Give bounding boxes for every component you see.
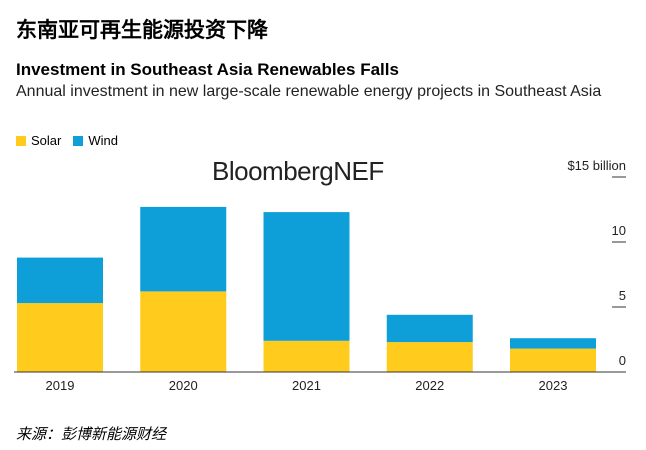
y-tick-label: $15 billion [567, 158, 626, 173]
legend-label: Solar [31, 133, 62, 148]
x-tick-label: 2021 [292, 378, 321, 393]
legend-swatch-solar [16, 136, 26, 146]
chart-title: Investment in Southeast Asia Renewables … [16, 60, 399, 79]
legend-item-wind: Wind [73, 133, 118, 148]
legend-label: Wind [88, 133, 118, 148]
x-tick-label: 2022 [415, 378, 444, 393]
x-tick-label: 2019 [46, 378, 75, 393]
x-tick-label: 2020 [169, 378, 198, 393]
bar-wind-2022 [386, 314, 473, 343]
bar-wind-2021 [263, 212, 350, 341]
bar-solar-2022 [386, 342, 473, 372]
bar-solar-2020 [140, 291, 227, 372]
chinese-title: 东南亚可再生能源投资下降 [16, 18, 268, 42]
bar-solar-2021 [263, 340, 350, 372]
y-tick-label: 0 [619, 353, 626, 368]
source-note: 来源：彭博新能源财经 [16, 425, 167, 443]
legend-swatch-wind [73, 136, 84, 146]
y-tick-label: 5 [619, 288, 626, 303]
legend: Solar Wind [16, 133, 118, 148]
bar-wind-2020 [140, 206, 227, 292]
bar-solar-2023 [510, 348, 596, 372]
legend-item-solar: Solar [16, 133, 61, 148]
bloombergnef-logo: BloombergNEF [212, 156, 384, 186]
y-tick-label: 10 [612, 223, 626, 238]
bar-wind-2023 [510, 338, 596, 349]
chart-subtitle: Annual investment in new large-scale ren… [16, 83, 602, 100]
bar-solar-2019 [17, 303, 103, 372]
bar-wind-2019 [17, 257, 103, 304]
x-tick-label: 2023 [539, 378, 568, 393]
